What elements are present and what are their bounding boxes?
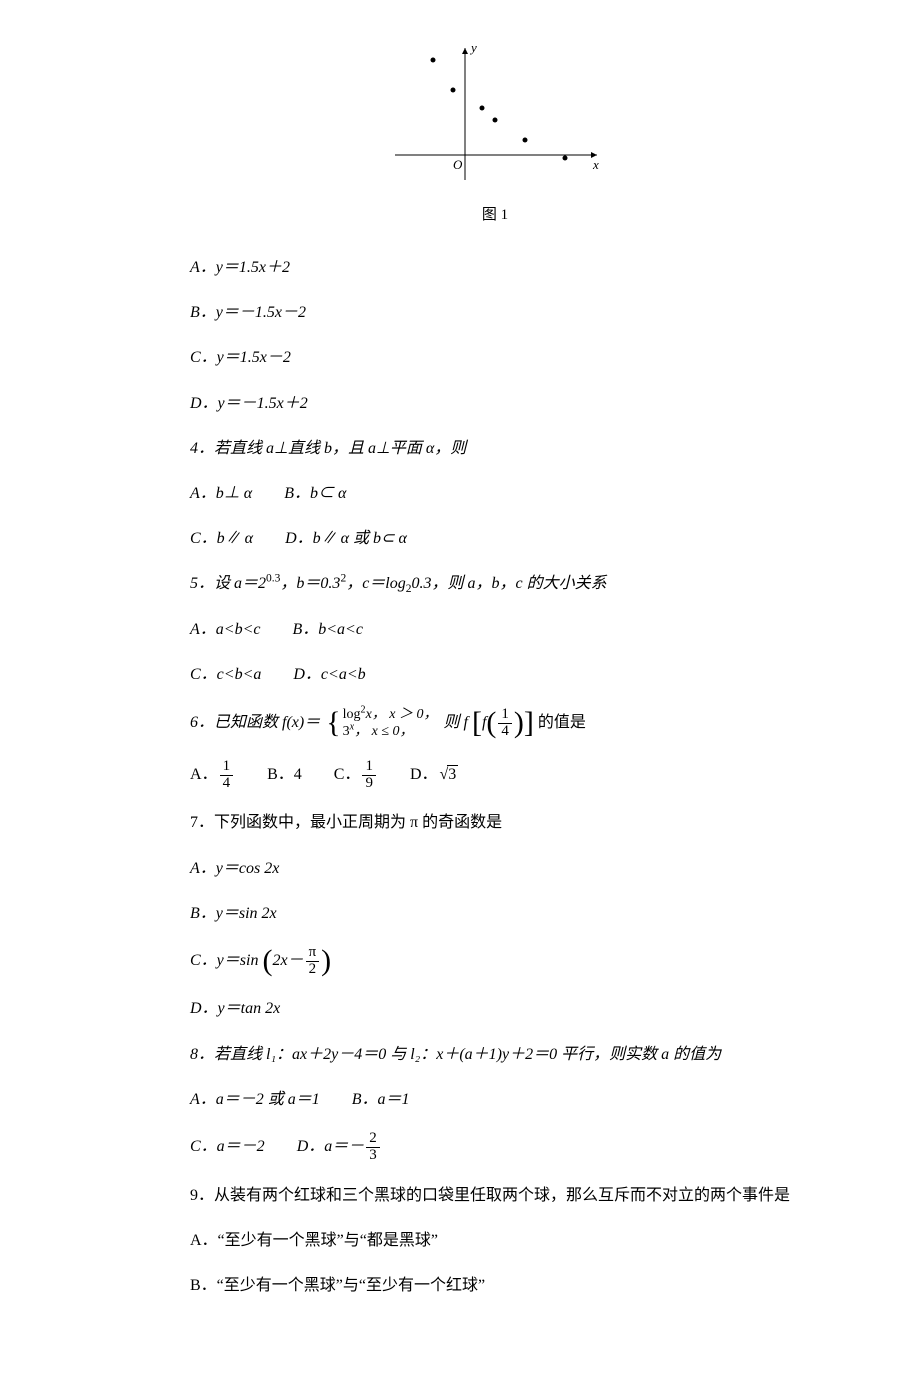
piecewise-brace: { log2x， x ＞ 0， 3x， x ≤ 0， bbox=[326, 706, 437, 741]
q5-option-d: D．c<a<b bbox=[293, 661, 365, 688]
q6-options: A．14 B．4 C．19 D．3 bbox=[190, 759, 800, 792]
q9-option-b: B．“至少有一个黑球”与“至少有一个红球” bbox=[190, 1272, 800, 1299]
q4-options-row2: C．b∥ α D．b∥ α 或 b⊂ α bbox=[190, 525, 800, 552]
scatter-chart: y x O bbox=[385, 40, 605, 190]
q7-option-a: A．y＝cos 2x bbox=[190, 855, 800, 882]
q6-option-c: C．19 bbox=[334, 759, 378, 792]
q8-option-c: C．a＝－2 bbox=[190, 1133, 265, 1160]
q6-option-a: A．14 bbox=[190, 759, 235, 792]
q7-option-b: B．y＝sin 2x bbox=[190, 900, 800, 927]
q4-option-b: B．b⊂ α bbox=[284, 480, 346, 507]
q3-option-a: A．y＝1.5x＋2 bbox=[190, 254, 800, 281]
q9-option-a: A．“至少有一个黑球”与“都是黑球” bbox=[190, 1227, 800, 1254]
q8-stem: 8．若直线 l₁：ax＋2y－4＝0 与 l₂：x＋(a＋1)y＋2＝0 平行，… bbox=[190, 1041, 800, 1068]
q4-option-d: D．b∥ α 或 b⊂ α bbox=[285, 525, 407, 552]
q5-stem: 5．设 a＝20.3，b＝0.32，c＝log20.3，则 a，b，c 的大小关… bbox=[190, 570, 800, 597]
svg-text:y: y bbox=[469, 40, 477, 55]
q6-option-d: D．3 bbox=[410, 761, 458, 788]
figure-1: y x O 图 1 bbox=[190, 40, 800, 224]
q4-option-c: C．b∥ α bbox=[190, 525, 253, 552]
q9-stem: 9．从装有两个红球和三个黑球的口袋里任取两个球，那么互斥而不对立的两个事件是 bbox=[190, 1182, 800, 1209]
q4-stem: 4．若直线 a⊥直线 b，且 a⊥平面 α，则 bbox=[190, 435, 800, 462]
q3-option-c: C．y＝1.5x－2 bbox=[190, 344, 800, 371]
q5-options-row1: A．a<b<c B．b<a<c bbox=[190, 616, 800, 643]
q4-options-row1: A．b⊥ α B．b⊂ α bbox=[190, 480, 800, 507]
svg-text:x: x bbox=[592, 157, 599, 172]
q5-option-b: B．b<a<c bbox=[292, 616, 362, 643]
q5-options-row2: C．c<b<a D．c<a<b bbox=[190, 661, 800, 688]
q5-option-a: A．a<b<c bbox=[190, 616, 260, 643]
q8-option-d: D．a＝－23 bbox=[297, 1131, 382, 1164]
q7-option-d: D．y＝tan 2x bbox=[190, 995, 800, 1022]
q8-options-row2: C．a＝－2 D．a＝－23 bbox=[190, 1131, 800, 1164]
q6-option-b: B．4 bbox=[267, 761, 302, 788]
q8-options-row1: A．a＝－2 或 a＝1 B．a＝1 bbox=[190, 1086, 800, 1113]
q7-option-c: C．y＝sin (2x－π2) bbox=[190, 945, 800, 978]
q5-option-c: C．c<b<a bbox=[190, 661, 261, 688]
q8-option-a: A．a＝－2 或 a＝1 bbox=[190, 1086, 320, 1113]
q8-option-b: B．a＝1 bbox=[352, 1086, 410, 1113]
q3-option-b: B．y＝－1.5x－2 bbox=[190, 299, 800, 326]
svg-text:O: O bbox=[453, 157, 463, 172]
q3-option-d: D．y＝－1.5x＋2 bbox=[190, 390, 800, 417]
q7-stem: 7．下列函数中，最小正周期为 π 的奇函数是 bbox=[190, 809, 800, 836]
q4-option-a: A．b⊥ α bbox=[190, 480, 252, 507]
q6-stem: 6．已知函数 f(x)＝ { log2x， x ＞ 0， 3x， x ≤ 0， … bbox=[190, 706, 800, 741]
figure-caption: 图 1 bbox=[190, 203, 800, 224]
